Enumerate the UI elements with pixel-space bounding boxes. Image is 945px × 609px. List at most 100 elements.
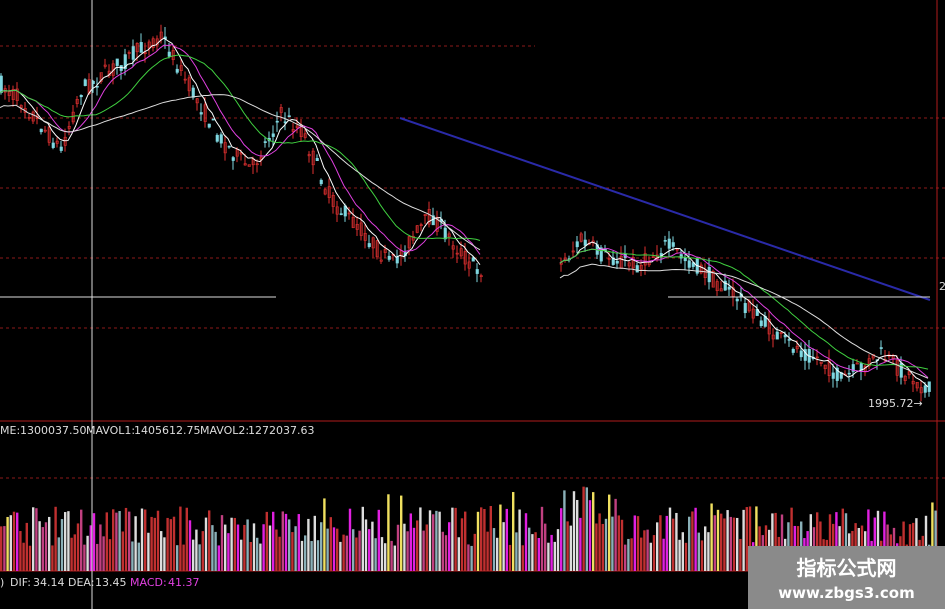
volume-bar xyxy=(153,517,156,571)
volume-bar xyxy=(150,516,153,571)
candle-body xyxy=(923,385,927,393)
volume-bar xyxy=(454,507,457,571)
candle-body xyxy=(423,214,427,217)
candle-body xyxy=(51,142,55,148)
volume-bar xyxy=(198,544,201,571)
volume-bar xyxy=(339,541,342,571)
volume-bar xyxy=(934,510,937,571)
volume-bar xyxy=(105,512,108,571)
volume-bar xyxy=(873,517,876,571)
volume-bar xyxy=(659,515,662,571)
watermark-url: www.zbgs3.com xyxy=(778,584,915,602)
candle-body xyxy=(667,238,671,249)
candle-body xyxy=(227,145,231,148)
ma-line xyxy=(559,263,929,379)
right-edge-label: 2 xyxy=(939,280,945,293)
volume-bar xyxy=(134,516,137,571)
candle-body xyxy=(319,179,323,185)
volume-bar xyxy=(169,519,172,571)
volume-bar xyxy=(732,517,736,571)
volume-bar xyxy=(467,544,470,571)
volume-bar xyxy=(592,492,595,571)
volume-bar xyxy=(598,513,601,571)
candle-body xyxy=(743,303,747,314)
volume-bar xyxy=(496,537,499,571)
volume-bar xyxy=(275,529,278,571)
volume-bar xyxy=(246,519,249,571)
candle-body xyxy=(415,225,419,233)
candle-body xyxy=(115,58,119,66)
volume-bar xyxy=(457,537,460,571)
volume-bar xyxy=(476,511,480,571)
volume-bar xyxy=(614,498,617,571)
volume-bar xyxy=(748,506,752,571)
candle-body xyxy=(203,104,207,122)
candle-body xyxy=(359,222,363,236)
candle-body xyxy=(131,46,135,60)
candle-body xyxy=(819,361,823,364)
volume-bar xyxy=(486,531,489,571)
volume-bar xyxy=(204,517,208,571)
candle-body xyxy=(735,298,739,302)
volume-bar xyxy=(304,535,307,571)
vol-value: 1300037.50 xyxy=(20,424,86,437)
volume-bar xyxy=(41,527,44,571)
volume-bar xyxy=(332,527,336,571)
candle-body xyxy=(291,129,295,132)
volume-bar xyxy=(320,522,323,571)
candle-body xyxy=(207,123,211,128)
candle-body xyxy=(651,256,655,259)
volume-bar xyxy=(646,529,649,571)
volume-bar xyxy=(537,538,540,571)
volume-bar xyxy=(211,525,214,571)
volume-bar xyxy=(358,530,361,571)
candle-body xyxy=(559,262,563,265)
candle-body xyxy=(479,275,483,277)
volume-bar xyxy=(931,502,934,571)
volume-bar xyxy=(368,529,371,571)
candle-body xyxy=(719,288,723,292)
volume-bar xyxy=(342,534,345,571)
candle-body xyxy=(731,287,735,297)
volume-bar xyxy=(656,522,659,571)
volume-bar xyxy=(716,509,720,571)
volume-bar xyxy=(377,509,380,571)
candle-body xyxy=(851,364,855,372)
candle-body xyxy=(315,158,319,162)
volume-bar xyxy=(99,524,102,571)
volume-bar xyxy=(291,532,294,571)
volume-bar xyxy=(390,540,393,571)
candle-body xyxy=(171,50,175,60)
candle-body xyxy=(99,72,103,82)
candle-body xyxy=(823,364,827,369)
candle-body xyxy=(615,260,619,264)
candle-body xyxy=(447,233,451,238)
long-ma-line xyxy=(399,117,931,301)
volume-bar xyxy=(323,498,326,571)
volume-bar xyxy=(726,510,729,571)
candle-body xyxy=(783,334,787,338)
volume-bar xyxy=(720,513,723,571)
volume-bar xyxy=(108,539,112,571)
volume-bar xyxy=(67,511,70,571)
volume-bar xyxy=(54,506,57,571)
volume-bar xyxy=(422,530,425,571)
candle-body xyxy=(255,163,259,166)
candle-body xyxy=(363,233,367,241)
volume-bar xyxy=(604,518,608,571)
volume-bar xyxy=(566,521,569,571)
volume-bar xyxy=(444,535,448,571)
volume-bar xyxy=(102,536,105,571)
volume-bar xyxy=(236,524,240,571)
volume-bar xyxy=(384,543,387,571)
volume-bar xyxy=(48,516,51,571)
candle-body xyxy=(103,64,107,67)
watermark: 指标公式网 www.zbgs3.com xyxy=(748,546,945,609)
volume-bar xyxy=(249,541,252,571)
volume-bar xyxy=(156,510,160,571)
candle-body xyxy=(19,105,23,108)
volume-bar xyxy=(163,537,166,571)
volume-bar xyxy=(233,517,236,571)
candle-body xyxy=(47,126,51,143)
